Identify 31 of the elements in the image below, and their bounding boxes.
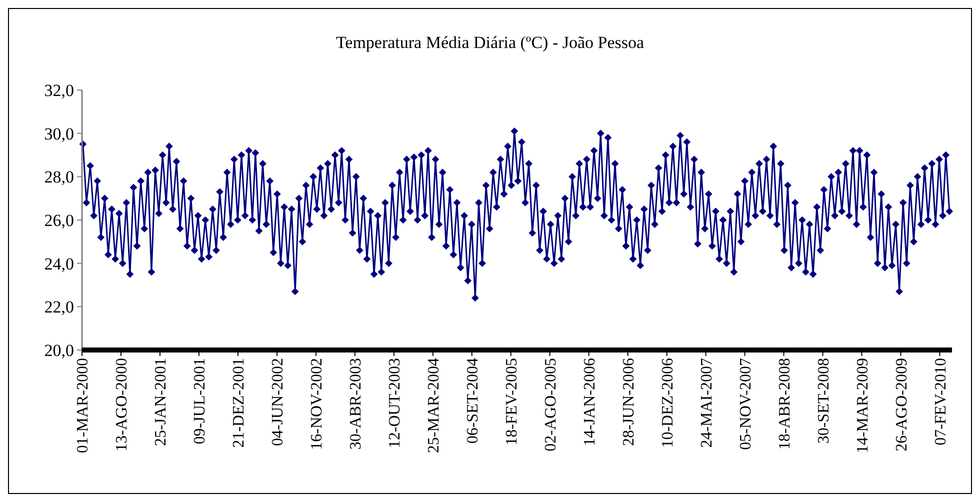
x-tick-label: 30-ABR-2003: [348, 358, 365, 450]
x-tick-label: 10-DEZ-2006: [659, 358, 676, 448]
y-tick-label: 28,0: [44, 168, 74, 187]
y-tick-label: 30,0: [44, 124, 74, 144]
x-tick-label: 30-SET-2008: [815, 358, 832, 444]
x-tick-label: 18-ABR-2008: [776, 358, 794, 450]
x-tick-label: 13-AGO-2000: [114, 358, 131, 452]
y-tick-label: 32,0: [44, 80, 74, 100]
y-tick-label: 22,0: [44, 298, 74, 317]
y-tick-label: 20,0: [44, 340, 74, 360]
x-tick-label: 06-SET-2004: [464, 358, 482, 444]
x-tick-label: 14-JAN-2006: [581, 358, 598, 446]
x-tick-label: 21-DEZ-2001: [230, 358, 248, 448]
x-tick-label: 16-NOV-2002: [308, 358, 326, 450]
x-tick-label: 07-FEV-2010: [932, 358, 950, 446]
chart-title: Temperatura Média Diária (ºC) - João Pessoa: [336, 33, 644, 52]
x-tick-label: 25-JAN-2001: [152, 358, 170, 446]
x-tick-label: 04-JUN-2002: [270, 358, 287, 446]
y-tick-label: 26,0: [44, 210, 74, 230]
x-tick-label: 26-AGO-2009: [893, 358, 910, 452]
x-tick-label: 05-NOV-2007: [737, 358, 754, 450]
x-tick-label: 18-FEV-2005: [503, 358, 520, 446]
x-tick-label: 14-MAR-2009: [854, 358, 872, 454]
x-tick-label: 01-MAR-2000: [74, 358, 92, 454]
x-tick-label: 24-MAI-2007: [698, 358, 716, 448]
x-tick-label: 02-AGO-2005: [542, 358, 560, 452]
y-tick-label: 24,0: [44, 254, 74, 274]
x-tick-label: 12-OUT-2003: [386, 358, 404, 448]
x-tick-label: 25-MAR-2004: [425, 358, 442, 454]
x-tick-label: 09-JUL-2001: [192, 358, 209, 444]
x-tick-label: 28-JUN-2006: [620, 358, 638, 446]
